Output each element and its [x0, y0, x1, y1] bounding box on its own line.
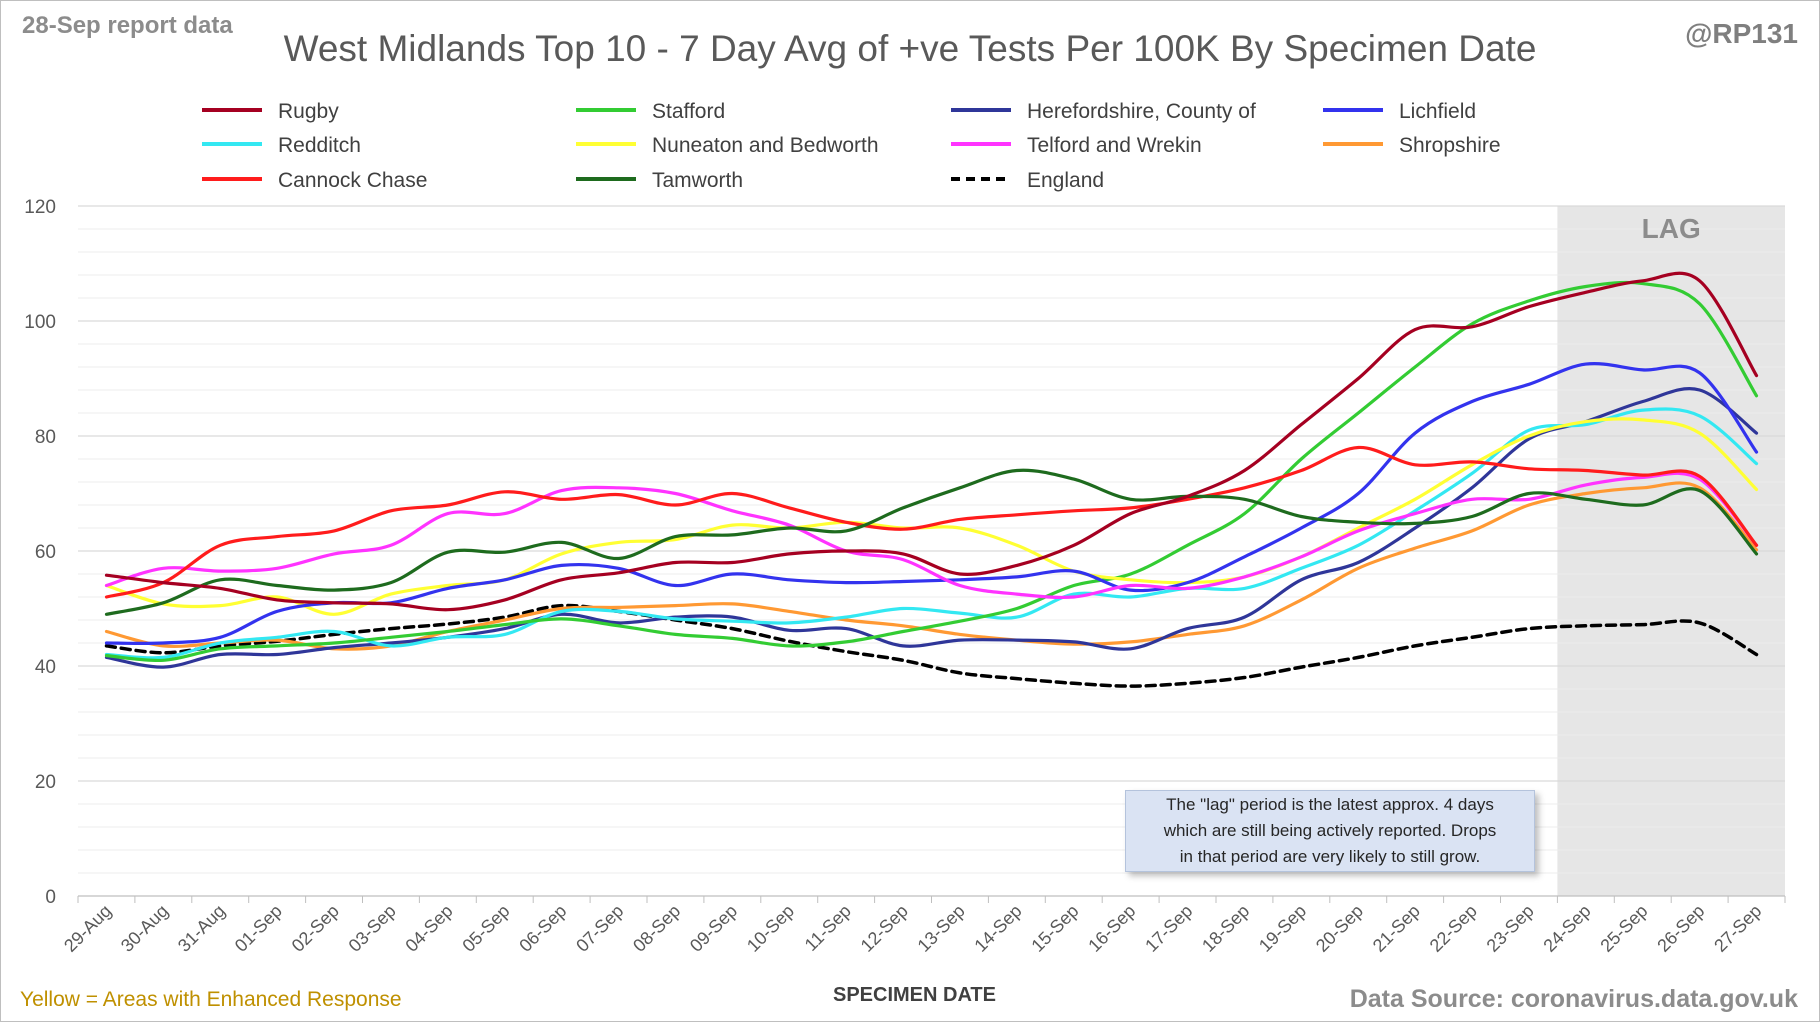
- x-tick-label: 09-Sep: [686, 901, 741, 956]
- x-tick-label: 23-Sep: [1483, 901, 1538, 956]
- x-tick-label: 06-Sep: [515, 901, 570, 956]
- series-line-tamworth: [104, 468, 1759, 616]
- chart-title: West Midlands Top 10 - 7 Day Avg of +ve …: [283, 28, 1537, 69]
- y-tick-label: 40: [35, 657, 56, 678]
- y-tick-label: 120: [24, 197, 56, 218]
- x-tick-label: 31-Aug: [174, 901, 229, 956]
- x-tick-label: 22-Sep: [1426, 901, 1481, 956]
- x-tick-label: 11-Sep: [801, 901, 855, 955]
- x-tick-label: 08-Sep: [629, 901, 684, 956]
- x-tick-label: 25-Sep: [1596, 901, 1651, 956]
- legend-label-rugby: Rugby: [278, 100, 339, 123]
- x-tick-label: 03-Sep: [345, 901, 400, 956]
- legend-label-nuneaton-and-bedworth: Nuneaton and Bedworth: [652, 134, 879, 157]
- x-tick-label: 14-Sep: [970, 901, 1025, 956]
- series-line-cannock-chase: [104, 445, 1759, 599]
- x-tick-label: 16-Sep: [1084, 901, 1139, 956]
- enhanced-response-note: Yellow = Areas with Enhanced Response: [20, 988, 402, 1011]
- series-line-herefordshire-county-of: [104, 387, 1759, 669]
- x-tick-label: 27-Sep: [1710, 901, 1765, 956]
- x-tick-label: 21-Sep: [1369, 901, 1424, 956]
- x-tick-label: 15-Sep: [1027, 901, 1082, 956]
- x-tick-label: 07-Sep: [572, 901, 627, 956]
- y-tick-label: 80: [35, 427, 56, 448]
- y-tick-label: 60: [35, 542, 56, 563]
- series-line-stafford: [104, 280, 1759, 663]
- lag-note-line-2: which are still being actively reported.…: [1163, 821, 1497, 840]
- x-tick-label: 10-Sep: [743, 901, 798, 956]
- x-tick-label: 13-Sep: [914, 901, 969, 956]
- legend: Rugby Stafford Herefordshire, County of Lic…: [202, 100, 1501, 192]
- legend-label-redditch: Redditch: [278, 134, 361, 157]
- y-tick-label: 100: [24, 312, 56, 333]
- x-tick-label: 12-Sep: [857, 901, 912, 956]
- x-tick-label: 05-Sep: [458, 901, 513, 956]
- legend-label-shropshire: Shropshire: [1399, 134, 1501, 157]
- lag-note: The "lag" period is the latest approx. 4…: [1125, 790, 1535, 872]
- series-line-nuneaton-and-bedworth: [104, 417, 1759, 616]
- x-axis-title: SPECIMEN DATE: [833, 984, 996, 1006]
- legend-label-lichfield: Lichfield: [1399, 100, 1476, 123]
- series-line-telford-and-wrekin: [104, 471, 1759, 600]
- report-date-label: 28-Sep report data: [22, 12, 233, 39]
- series-line-england: [104, 603, 1759, 688]
- x-tick-label: 19-Sep: [1255, 901, 1310, 956]
- x-tick-label: 20-Sep: [1312, 901, 1367, 956]
- x-tick-label: 17-Sep: [1141, 901, 1196, 956]
- x-tick-label: 26-Sep: [1653, 901, 1708, 956]
- x-tick-label: 02-Sep: [288, 901, 343, 956]
- legend-label-cannock-chase: Cannock Chase: [278, 169, 427, 192]
- y-tick-label: 20: [35, 772, 56, 793]
- lag-note-line-1: The "lag" period is the latest approx. 4…: [1166, 795, 1494, 814]
- lag-label: LAG: [1642, 213, 1701, 244]
- author-handle: @RP131: [1685, 18, 1798, 49]
- legend-label-telford-and-wrekin: Telford and Wrekin: [1027, 134, 1202, 157]
- x-tick-label: 24-Sep: [1539, 901, 1594, 956]
- x-tick-label: 29-Aug: [60, 901, 115, 956]
- series-line-rugby: [104, 271, 1759, 612]
- legend-label-herefordshire-county-of: Herefordshire, County of: [1027, 100, 1256, 123]
- lag-note-line-3: in that period are very likely to still …: [1179, 847, 1481, 866]
- x-tick-label: 30-Aug: [117, 901, 172, 956]
- legend-label-tamworth: Tamworth: [652, 169, 743, 192]
- data-source: Data Source: coronavirus.data.gov.uk: [1349, 985, 1798, 1013]
- series-line-lichfield: [104, 361, 1759, 646]
- x-tick-label: 04-Sep: [401, 901, 456, 956]
- x-tick-label: 18-Sep: [1198, 901, 1253, 956]
- legend-label-england: England: [1027, 169, 1104, 192]
- x-tick-label: 01-Sep: [231, 901, 286, 956]
- series-layer: [104, 271, 1759, 688]
- legend-label-stafford: Stafford: [652, 100, 725, 123]
- y-tick-label: 0: [45, 887, 56, 908]
